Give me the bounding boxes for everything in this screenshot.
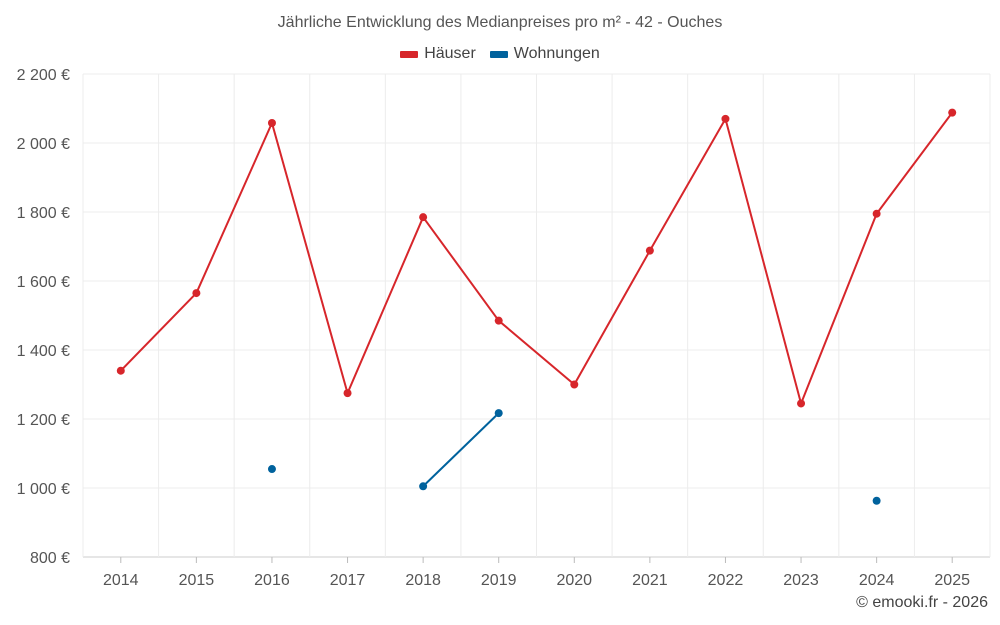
data-point-haeuser[interactable] <box>494 316 503 325</box>
x-tick-label: 2016 <box>254 572 290 589</box>
data-point-haeuser[interactable] <box>192 289 201 298</box>
x-tick-label: 2022 <box>708 572 744 589</box>
chart-title: Jährliche Entwicklung des Medianpreises … <box>277 14 723 31</box>
y-tick-label: 1 800 € <box>17 205 70 222</box>
x-tick-label: 2018 <box>405 572 441 589</box>
series-line-haeuser <box>573 249 651 386</box>
data-point-haeuser[interactable] <box>645 246 654 255</box>
data-point-haeuser[interactable] <box>116 366 125 375</box>
data-point-wohnungen[interactable] <box>267 465 276 474</box>
legend-label-haeuser: Häuser <box>424 45 476 62</box>
series-line-haeuser <box>270 121 349 395</box>
data-point-wohnungen[interactable] <box>872 496 881 505</box>
x-tick-label: 2024 <box>859 572 895 589</box>
legend-swatch-wohnungen <box>489 50 508 58</box>
y-tick-label: 1 600 € <box>17 274 70 291</box>
legend: Häuser Wohnungen <box>0 45 1000 63</box>
legend-item-wohnungen[interactable]: Wohnungen <box>489 45 600 63</box>
data-point-haeuser[interactable] <box>570 380 579 389</box>
x-tick-label: 2017 <box>330 572 366 589</box>
series-line-haeuser <box>648 117 727 252</box>
legend-label-wohnungen: Wohnungen <box>513 45 600 62</box>
x-tick-label: 2025 <box>934 572 970 589</box>
legend-item-haeuser[interactable]: Häuser <box>400 45 476 63</box>
series-line-haeuser <box>119 292 198 372</box>
series-line-haeuser <box>875 111 954 215</box>
credit: © emooki.fr - 2026 <box>856 594 988 611</box>
legend-swatch-haeuser <box>400 50 419 58</box>
data-point-haeuser[interactable] <box>721 114 730 123</box>
series-line-haeuser <box>724 117 803 405</box>
x-tick-label: 2015 <box>179 572 215 589</box>
data-point-haeuser[interactable] <box>872 209 881 218</box>
y-tick-label: 2 000 € <box>17 136 70 153</box>
x-tick-label: 2020 <box>556 572 592 589</box>
data-point-haeuser[interactable] <box>343 389 352 398</box>
y-tick-label: 1 400 € <box>17 343 70 360</box>
y-tick-label: 2 200 € <box>17 67 70 84</box>
x-tick-label: 2021 <box>632 572 668 589</box>
data-point-haeuser[interactable] <box>797 399 806 408</box>
data-point-haeuser[interactable] <box>948 108 957 117</box>
data-point-haeuser[interactable] <box>419 213 428 222</box>
x-tick-label: 2023 <box>783 572 819 589</box>
series-line-haeuser <box>422 216 500 322</box>
y-tick-label: 1 000 € <box>17 481 70 498</box>
data-point-wohnungen[interactable] <box>494 409 503 418</box>
series-line-haeuser <box>195 121 273 295</box>
series-line-wohnungen <box>422 412 500 488</box>
data-point-haeuser[interactable] <box>267 118 276 127</box>
y-tick-label: 800 € <box>30 550 70 567</box>
data-point-wohnungen[interactable] <box>419 482 428 491</box>
series-line-haeuser <box>346 216 425 395</box>
x-tick-label: 2014 <box>103 572 139 589</box>
series-line-haeuser <box>497 319 576 386</box>
y-tick-label: 1 200 € <box>17 412 70 429</box>
series-line-haeuser <box>800 212 878 405</box>
x-tick-label: 2019 <box>481 572 517 589</box>
